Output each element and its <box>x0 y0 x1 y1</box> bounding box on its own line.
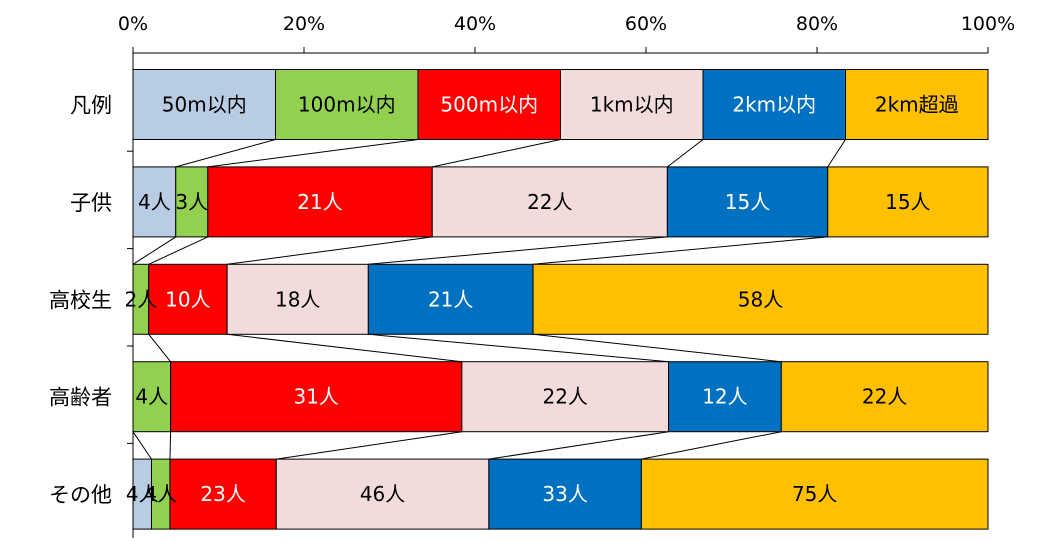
series-line <box>368 236 668 265</box>
data-label: 1km以内 <box>590 93 674 117</box>
bar-segment <box>417 69 561 140</box>
data-label: 500m以内 <box>440 93 538 117</box>
data-label: 50m以内 <box>162 93 247 117</box>
data-label: 46人 <box>360 482 405 506</box>
data-label: 10人 <box>165 287 210 311</box>
data-label: 58人 <box>738 287 783 311</box>
bar-segment <box>226 263 369 335</box>
bar-segment <box>170 361 463 433</box>
bar-segment <box>175 166 209 238</box>
data-label: 12人 <box>702 385 747 409</box>
bar-segment <box>461 361 670 433</box>
series-line <box>148 236 209 265</box>
data-label: 2人 <box>124 287 157 311</box>
data-label: 18人 <box>275 287 320 311</box>
x-tick-label: 60% <box>625 13 667 35</box>
data-label: 22人 <box>862 385 907 409</box>
bar-segment <box>275 69 419 140</box>
data-label: 22人 <box>542 385 587 409</box>
series-line <box>667 139 704 168</box>
series-line <box>227 333 462 363</box>
x-tick-label: 80% <box>796 13 838 35</box>
bar-segment <box>780 361 989 433</box>
data-label: 23人 <box>200 482 245 506</box>
data-label: 2km超過 <box>875 93 959 117</box>
bar-segment <box>668 361 782 433</box>
series-line <box>276 431 462 460</box>
bar-segment <box>666 166 829 238</box>
data-label: 4人 <box>138 190 171 214</box>
bar-segment <box>702 69 846 140</box>
data-label: 31人 <box>293 385 338 409</box>
data-label: 21人 <box>428 287 473 311</box>
category-label: 高校生 <box>49 288 112 312</box>
series-line <box>432 139 561 168</box>
bar-segment <box>367 263 534 335</box>
bar-segment <box>431 166 668 238</box>
x-tick-label: 40% <box>454 13 496 35</box>
data-label: 4人 <box>126 482 159 506</box>
category-label: 高齢者 <box>49 386 112 410</box>
data-label: 15人 <box>885 190 930 214</box>
series-line <box>641 431 782 460</box>
data-label: 4人 <box>135 385 168 409</box>
series-line <box>175 139 276 168</box>
x-tick-label: 100% <box>961 13 1015 35</box>
series-line <box>532 236 828 265</box>
x-tick-label: 0% <box>118 13 148 35</box>
bars <box>132 69 989 530</box>
series-line <box>368 333 669 363</box>
data-label: 4人 <box>144 482 177 506</box>
category-label: 子供 <box>70 191 112 215</box>
series-line <box>532 333 782 363</box>
data-label: 2km以内 <box>732 93 816 117</box>
bar-segment <box>640 458 989 530</box>
x-tick-label: 20% <box>283 13 325 35</box>
series-lines <box>132 139 846 460</box>
data-label: 75人 <box>792 482 837 506</box>
series-line <box>132 431 152 460</box>
series-line <box>488 431 669 460</box>
data-label: 15人 <box>725 190 770 214</box>
bar-segment <box>827 166 989 238</box>
category-label: その他 <box>49 483 112 507</box>
data-label: 3人 <box>175 190 208 214</box>
data-label: 33人 <box>542 482 587 506</box>
category-label: 凡例 <box>70 94 112 118</box>
series-line <box>207 139 419 168</box>
bar-segment <box>275 458 490 530</box>
data-label: 22人 <box>527 190 572 214</box>
series-line <box>132 236 177 265</box>
series-line <box>227 236 433 265</box>
bar-segment <box>532 263 989 335</box>
bar-segment <box>132 69 276 140</box>
data-label: 100m以内 <box>298 93 396 117</box>
bar-segment <box>845 69 989 140</box>
series-line <box>169 431 172 460</box>
bar-segment <box>488 458 642 530</box>
bar-segment <box>148 263 228 335</box>
series-line <box>827 139 846 168</box>
series-line <box>148 333 171 363</box>
data-label: 21人 <box>297 190 342 214</box>
bar-segment <box>207 166 433 238</box>
